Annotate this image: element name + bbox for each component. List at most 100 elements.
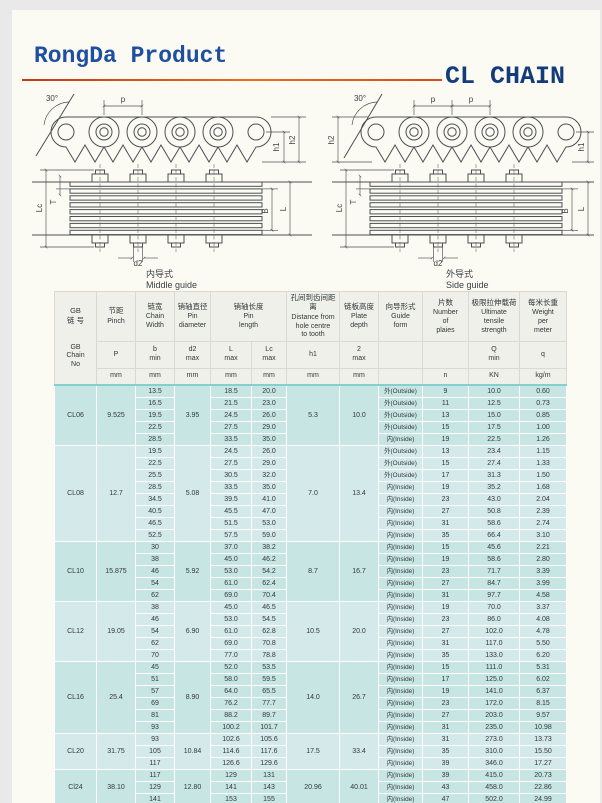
cell-length-l: 51.5 (210, 517, 252, 530)
angle-arc (351, 101, 378, 126)
cell-plate-depth: 26.7 (339, 661, 379, 734)
cell-h1: 14.0 (286, 661, 340, 734)
cell-width-b: 62 (135, 589, 175, 602)
cell-tensile-q: 71.7 (468, 565, 520, 578)
diagram-middle-guide: 30° p h1 h2 (28, 90, 316, 291)
pitch-label-2: p (469, 95, 474, 104)
cell-width-b: 93 (135, 721, 175, 734)
cell-length-lc: 26.0 (251, 409, 287, 422)
cell-tensile-q: 17.5 (468, 421, 520, 434)
cell-length-l: 18.5 (210, 384, 252, 398)
cell-plates-n: 9 (422, 384, 469, 398)
sym-weight: q (519, 341, 567, 369)
cell-pitch: 38.10 (96, 769, 136, 803)
brand-title: RongDa Product (34, 43, 228, 69)
cell-length-lc: 65.5 (251, 685, 287, 698)
header-guide-form: 向导形式 Guide form (378, 291, 423, 342)
sym-q: Q min (468, 341, 520, 369)
unit-b: mm (135, 368, 175, 386)
cell-tensile-q: 15.0 (468, 409, 520, 422)
cell-plates-n: 15 (422, 421, 469, 434)
cell-tensile-q: 31.3 (468, 469, 520, 482)
cell-width-b: 81 (135, 709, 175, 722)
cell-width-b: 69 (135, 697, 175, 710)
spec-row: 40.5 45.5 47.0 内(Inside) 27 50.8 2.39 (55, 505, 567, 518)
cell-width-b: 117 (135, 757, 175, 770)
cell-length-lc: 129.6 (251, 757, 287, 770)
header-chain-width: 链宽 Chain Width (135, 291, 175, 342)
cell-h1: 8.7 (286, 541, 340, 602)
cell-tensile-q: 133.0 (468, 649, 520, 662)
caption-zh: 内导式 (146, 269, 174, 279)
spec-row: 117 126.6 129.6 内(Inside) 39 346.0 17.27 (55, 757, 567, 770)
cell-guide-form: 内(Inside) (378, 697, 423, 710)
cell-guide-form: 内(Inside) (378, 505, 423, 518)
cell-chain-no: CL10 (54, 541, 97, 602)
h2-label: h2 (327, 135, 336, 144)
cell-guide-form: 内(Inside) (378, 781, 423, 794)
cell-guide-form: 内(Inside) (378, 601, 423, 614)
cell-plates-n: 43 (422, 781, 469, 794)
cell-length-l: 37.0 (210, 541, 252, 554)
cell-weight: 0.85 (519, 409, 567, 422)
spec-row: 51 58.0 59.5 内(Inside) 17 125.0 6.02 (55, 673, 567, 686)
cell-plates-n: 19 (422, 553, 469, 566)
cell-guide-form: 内(Inside) (378, 553, 423, 566)
cell-tensile-q: 310.0 (468, 745, 520, 758)
cell-weight: 4.58 (519, 589, 567, 602)
cell-length-l: 39.5 (210, 493, 252, 506)
spec-table: GB 链 号 GB Chain No 节距 Pinch 链宽 Chain Width… (54, 291, 567, 803)
cell-plate-depth: 16.7 (339, 541, 379, 602)
cell-guide-form: 内(Inside) (378, 433, 423, 446)
cell-length-l: 77.0 (210, 649, 252, 662)
cell-length-l: 24.5 (210, 409, 252, 422)
cell-width-b: 13.5 (135, 384, 175, 398)
cell-chain-no: CL12 (54, 601, 97, 662)
chain-plan (32, 164, 312, 252)
cell-plates-n: 31 (422, 589, 469, 602)
cell-length-lc: 101.7 (251, 721, 287, 734)
cell-chain-no: CL08 (54, 445, 97, 542)
lc-label: Lc (35, 204, 44, 212)
cell-weight: 6.02 (519, 673, 567, 686)
cell-plates-n: 17 (422, 673, 469, 686)
cell-chain-no: CL06 (54, 384, 97, 446)
cell-weight: 8.15 (519, 697, 567, 710)
cell-length-l: 153 (210, 793, 252, 803)
cell-tensile-q: 27.4 (468, 457, 520, 470)
cell-tensile-q: 235.0 (468, 721, 520, 734)
header-tensile-strength: 极限拉伸载荷 Ultimate tensile strength (468, 291, 520, 342)
cell-tensile-q: 43.0 (468, 493, 520, 506)
angle-line (35, 93, 75, 157)
cell-width-b: 40.5 (135, 505, 175, 518)
cell-weight: 5.31 (519, 661, 567, 674)
cell-plates-n: 11 (422, 397, 469, 410)
cell-guide-form: 内(Inside) (378, 673, 423, 686)
cell-plates-n: 27 (422, 505, 469, 518)
unit-p: mm (96, 368, 136, 386)
cell-length-lc: 131 (251, 769, 287, 782)
cell-width-b: 38 (135, 601, 175, 614)
b-label: B (561, 208, 570, 213)
cell-weight: 2.21 (519, 541, 567, 554)
cell-tensile-q: 415.0 (468, 769, 520, 782)
cell-plates-n: 31 (422, 721, 469, 734)
cell-length-lc: 35.0 (251, 481, 287, 494)
cell-guide-form: 内(Inside) (378, 733, 423, 746)
cell-width-b: 54 (135, 577, 175, 590)
cell-weight: 1.26 (519, 433, 567, 446)
l-label: L (279, 206, 288, 211)
spec-row: 81 88.2 89.7 内(Inside) 27 203.0 9.57 (55, 709, 567, 722)
cell-length-l: 114.6 (210, 745, 252, 758)
cell-width-b: 46 (135, 613, 175, 626)
cell-plates-n: 15 (422, 541, 469, 554)
cell-h1: 5.3 (286, 384, 340, 446)
spec-row: CL10 15.875 30 5.92 37.0 38.2 8.7 16.7 内(Inside)… (54, 541, 567, 602)
spec-row: CL08 12.7 19.5 5.08 24.5 26.0 7.0 13.4 外(Outside… (54, 445, 567, 542)
middle-guide-caption: 内导式 Middle guide (28, 269, 316, 291)
unit-h2: mm (339, 368, 379, 386)
cell-width-b: 46 (135, 565, 175, 578)
cell-weight: 1.15 (519, 445, 567, 458)
cell-length-l: 21.5 (210, 397, 252, 410)
cell-plate-depth: 40.01 (339, 769, 379, 803)
